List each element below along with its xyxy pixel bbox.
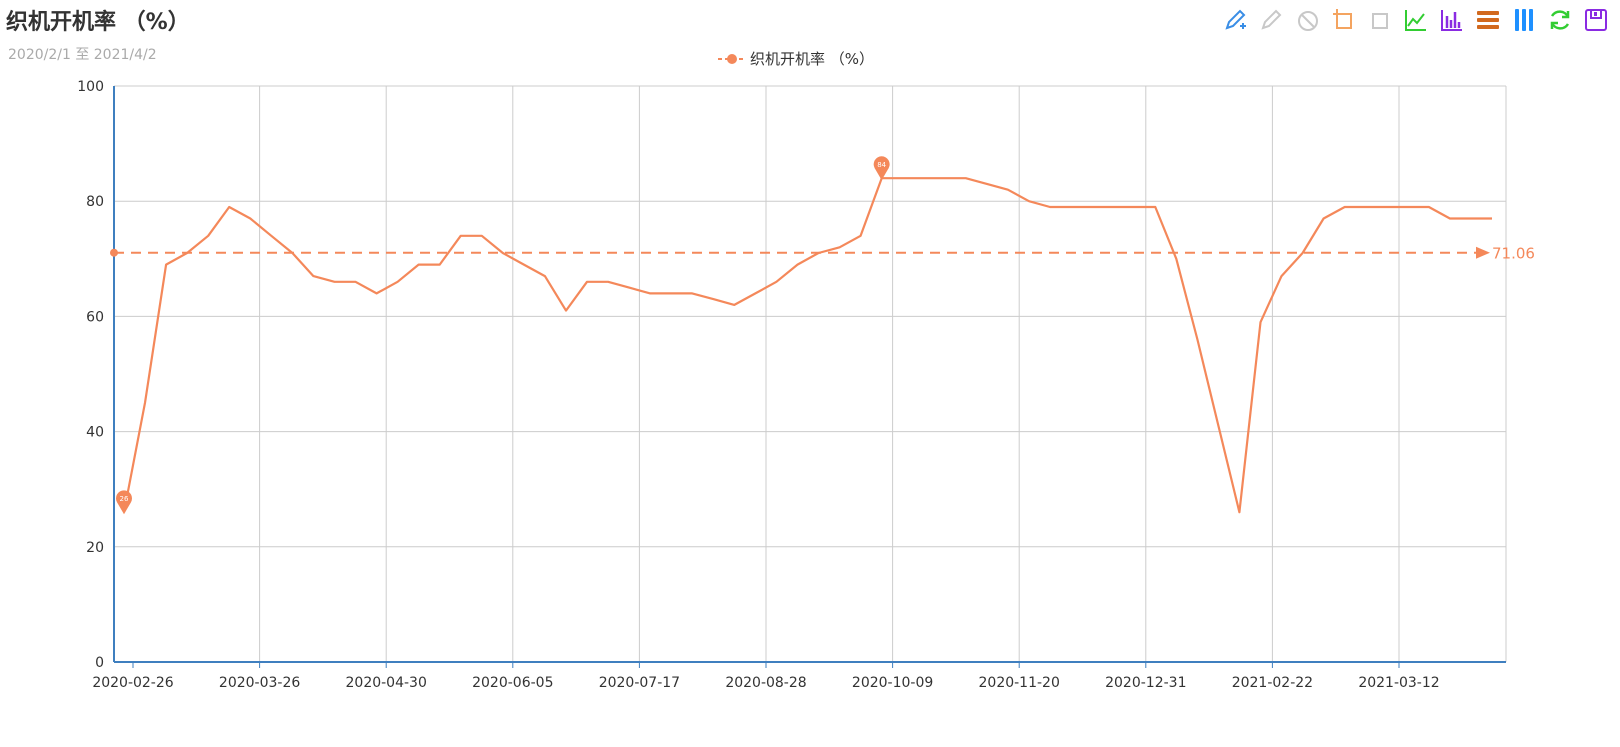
average-mark-line-arrow xyxy=(1476,246,1490,259)
chart-title: 织机开机率 （%） xyxy=(6,10,190,35)
x-tick-label: 2020-10-09 xyxy=(852,675,933,691)
legend-line-marker-icon xyxy=(718,53,746,64)
x-tick-label: 2020-04-30 xyxy=(346,675,427,691)
data-zoom-icon[interactable] xyxy=(1330,6,1358,34)
x-tick-label: 2020-06-05 xyxy=(472,675,553,691)
x-tick-label: 2020-03-26 xyxy=(219,675,300,691)
mark-pen-icon[interactable] xyxy=(1222,6,1250,34)
tiled-icon[interactable] xyxy=(1510,6,1538,34)
max-mark-point xyxy=(873,156,890,181)
mark-undo-icon[interactable] xyxy=(1258,6,1286,34)
min-mark-point xyxy=(116,490,132,515)
toolbox xyxy=(1222,6,1610,34)
y-tick-label: 40 xyxy=(86,425,104,441)
x-tick-label: 2020-07-17 xyxy=(599,675,680,691)
data-zoom-reset-icon[interactable] xyxy=(1366,6,1394,34)
y-tick-label: 20 xyxy=(86,540,104,556)
average-mark-line-start xyxy=(110,248,118,257)
average-mark-line-label: 71.06 xyxy=(1492,245,1535,263)
bar-chart-icon[interactable] xyxy=(1438,6,1466,34)
x-tick-label: 2021-03-12 xyxy=(1358,675,1439,691)
max-mark-point-label: 84 xyxy=(877,161,886,169)
series-line xyxy=(122,177,1492,514)
y-tick-label: 100 xyxy=(77,79,104,95)
save-image-icon[interactable] xyxy=(1582,6,1610,34)
y-tick-label: 0 xyxy=(95,655,104,671)
x-tick-label: 2020-11-20 xyxy=(979,675,1060,691)
x-tick-label: 2020-08-28 xyxy=(725,675,806,691)
x-tick-label: 2021-02-22 xyxy=(1232,675,1313,691)
y-tick-label: 80 xyxy=(86,194,104,210)
restore-icon[interactable] xyxy=(1546,6,1574,34)
line-chart-icon[interactable] xyxy=(1402,6,1430,34)
legend-label: 织机开机率 （%） xyxy=(750,50,875,68)
min-mark-point-label: 26 xyxy=(120,495,129,503)
chart-legend[interactable]: 织机开机率 （%） xyxy=(718,48,874,69)
x-tick-label: 2020-02-26 xyxy=(92,675,173,691)
y-tick-label: 60 xyxy=(86,309,104,325)
mark-clear-icon[interactable] xyxy=(1294,6,1322,34)
stack-icon[interactable] xyxy=(1474,6,1502,34)
chart-subtitle: 2020/2/1 至 2021/4/2 xyxy=(8,47,157,63)
x-tick-label: 2020-12-31 xyxy=(1105,675,1186,691)
